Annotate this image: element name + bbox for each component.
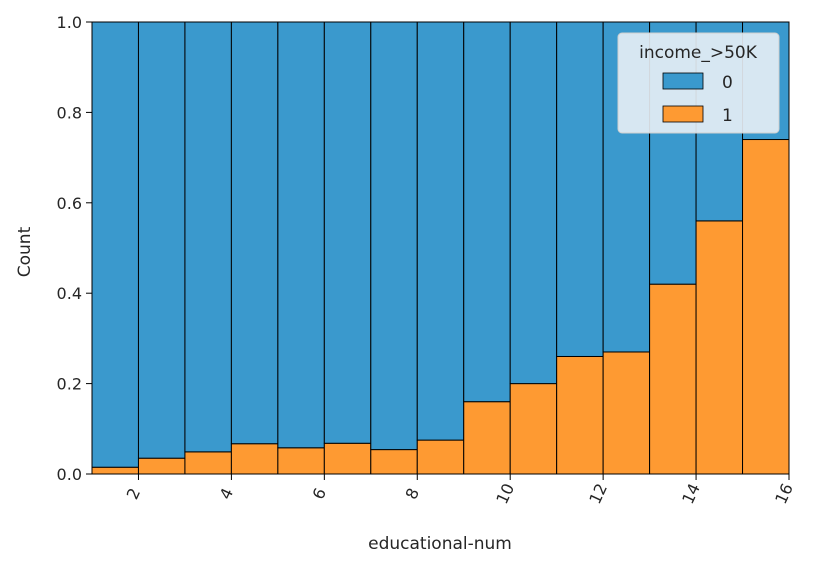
x-tick-label: 4 <box>216 485 238 502</box>
bar-income-0-bin-7 <box>370 21 418 451</box>
y-tick-label: 0.4 <box>57 284 82 303</box>
legend-label-0: 0 <box>722 73 733 93</box>
bar-income-0-bin-8 <box>416 21 465 441</box>
x-axis-label: educational-num <box>368 534 512 554</box>
y-tick-label: 1.0 <box>57 13 82 32</box>
bar-income-1-bin-3 <box>184 451 232 475</box>
bar-income-1-bin-13 <box>649 283 697 475</box>
y-tick-label: 0.8 <box>57 103 82 122</box>
bar-income-0-bin-11 <box>556 21 604 357</box>
bar-income-1-bin-1 <box>91 466 139 475</box>
bar-income-1-bin-10 <box>509 383 558 475</box>
bar-income-1-bin-4 <box>230 443 279 475</box>
y-tick-label: 0.6 <box>57 194 82 213</box>
y-axis-label: Count <box>15 226 35 277</box>
bar-income-1-bin-11 <box>556 355 604 475</box>
bar-income-1-bin-12 <box>602 351 651 475</box>
bar-income-1-bin-8 <box>416 439 465 475</box>
x-tick-label: 2 <box>123 485 145 502</box>
x-tick-label: 12 <box>585 480 611 506</box>
bar-income-1-bin-9 <box>463 401 511 475</box>
legend-label-1: 1 <box>722 106 733 126</box>
bar-income-1-bin-5 <box>277 447 325 475</box>
bar-income-0-bin-5 <box>277 21 325 449</box>
y-axis: 0.0 0.2 0.4 0.6 0.8 1.0 <box>57 13 92 484</box>
bar-income-1-bin-2 <box>137 457 186 475</box>
x-tick-label: 16 <box>771 480 797 506</box>
x-tick-label: 14 <box>678 480 704 506</box>
x-axis: 2 4 6 8 10 12 14 16 <box>123 474 797 507</box>
bar-income-1-bin-14 <box>695 220 744 475</box>
plot-frame <box>91 21 790 475</box>
bar-income-0-bin-9 <box>463 21 511 403</box>
bar-income-1-bin-7 <box>370 449 418 475</box>
bar-income-0-bin-2 <box>137 21 186 459</box>
x-tick-label: 6 <box>309 485 331 502</box>
legend-swatch-0 <box>662 72 704 90</box>
y-tick-label: 0.2 <box>57 375 82 394</box>
bar-income-0-bin-4 <box>230 21 279 445</box>
y-tick-label: 0.0 <box>57 465 82 484</box>
bar-income-1-bin-15 <box>742 139 790 475</box>
bar-income-1-bin-6 <box>323 442 372 475</box>
legend-title: income_>50K <box>639 43 758 63</box>
legend: income_>50K 0 1 <box>617 32 780 134</box>
bar-income-0-bin-1 <box>91 21 139 468</box>
x-tick-label: 8 <box>402 485 424 502</box>
bar-income-0-bin-6 <box>323 21 372 444</box>
legend-swatch-1 <box>662 105 704 123</box>
bar-income-0-bin-3 <box>184 21 232 453</box>
x-tick-label: 10 <box>492 480 518 506</box>
bar-income-0-bin-10 <box>509 21 558 385</box>
